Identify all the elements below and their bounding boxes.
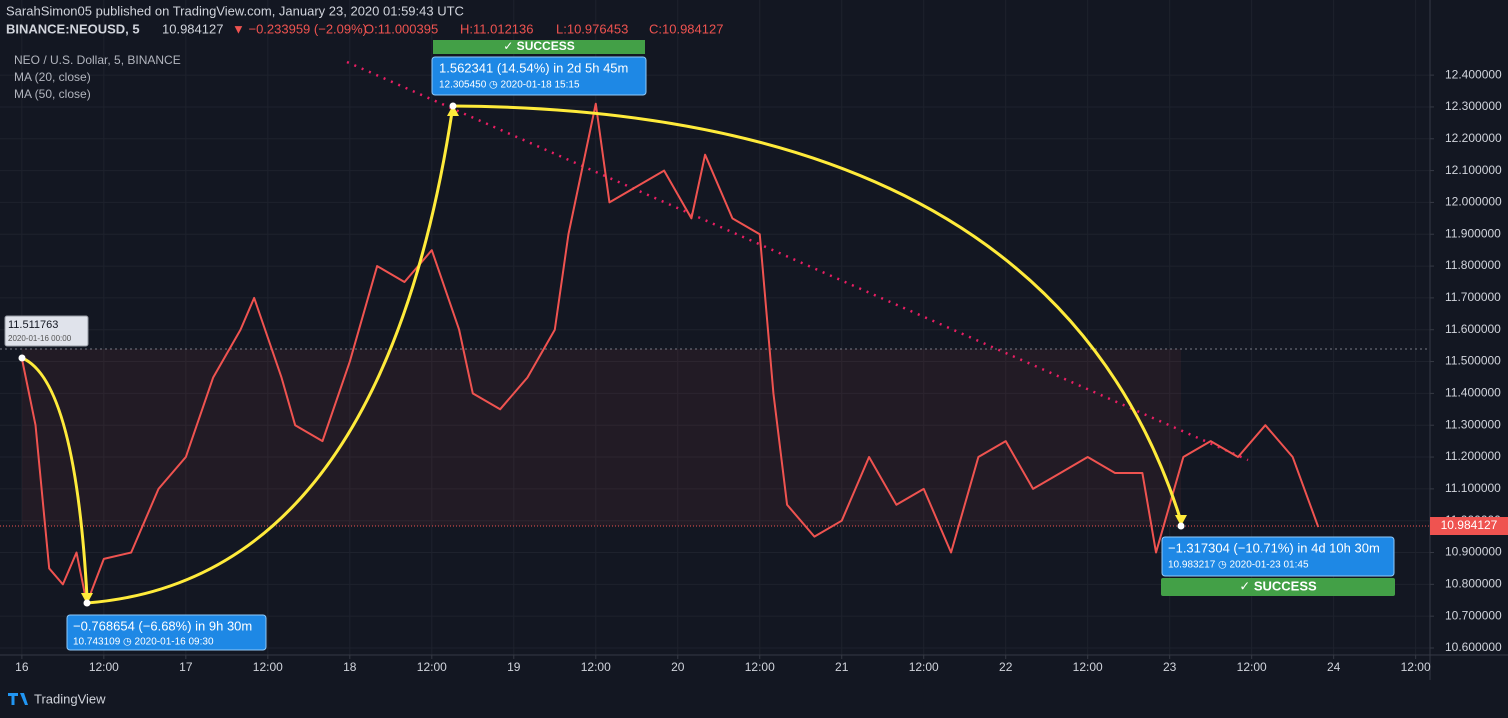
- y-tick-label: 10.900000: [1445, 545, 1502, 559]
- arrowhead: [1175, 515, 1187, 526]
- arc: [452, 104, 1182, 519]
- y-tick-label: 12.100000: [1445, 163, 1502, 177]
- x-tick-label: 12:00: [581, 660, 611, 674]
- y-tick-label: 10.700000: [1445, 608, 1502, 622]
- open: O:11.000395: [364, 21, 438, 36]
- y-tick-label: 11.200000: [1445, 449, 1501, 463]
- arrowhead: [81, 593, 93, 604]
- y-tick-label: 11.800000: [1445, 258, 1501, 272]
- x-tick-label: 12:00: [89, 660, 119, 674]
- x-tick-label: 12:00: [1237, 660, 1267, 674]
- brand: TradingView: [34, 691, 106, 706]
- change: ▼ −0.233959 (−2.09%): [232, 21, 367, 36]
- measure-box: [431, 56, 647, 96]
- price-line: [20, 102, 1320, 605]
- x-tick-label: 20: [671, 660, 685, 674]
- success-label: ✓ SUCCESS: [1239, 578, 1317, 593]
- brand-logo: [8, 693, 28, 705]
- range-shade: [22, 349, 1181, 526]
- high: H:11.012136: [460, 21, 534, 36]
- point: [1177, 522, 1185, 530]
- y-tick-label: 11.900000: [1445, 226, 1501, 240]
- y-tick-label: 11.500000: [1445, 354, 1501, 368]
- header: SarahSimon05 published on TradingView.co…: [6, 3, 464, 18]
- x-tick-label: 17: [179, 660, 193, 674]
- y-tick-label: 11.600000: [1445, 322, 1501, 336]
- arcs: [21, 104, 1182, 605]
- measure-sub: 10.983217 ◷ 2020-01-23 01:45: [1168, 560, 1309, 571]
- y-tick-label: 10.800000: [1445, 577, 1502, 591]
- x-tick-label: 12:00: [253, 660, 283, 674]
- x-tick-label: 19: [507, 660, 521, 674]
- x-tick-label: 12:00: [417, 660, 447, 674]
- y-tick-label: 11.300000: [1445, 417, 1501, 431]
- point: [449, 102, 457, 110]
- arc: [86, 111, 454, 605]
- measure-title: −1.317304 (−10.71%) in 4d 10h 30m: [1168, 540, 1380, 555]
- arc: [21, 356, 89, 598]
- success-box: [1161, 578, 1395, 596]
- x-tick-label: 18: [343, 660, 357, 674]
- measure-sub: 10.743109 ◷ 2020-01-16 09:30: [73, 637, 214, 648]
- y-axis: [1430, 0, 1508, 680]
- symbol: BINANCE:NEOUSD, 5: [6, 21, 140, 36]
- x-tick-label: 21: [835, 660, 849, 674]
- x-tick-label: 12:00: [909, 660, 939, 674]
- legend-item: NEO / U.S. Dollar, 5, BINANCE: [14, 53, 181, 67]
- success-label: ✓ SUCCESS: [503, 39, 574, 53]
- y-tick-label: 11.400000: [1445, 386, 1501, 400]
- x-tick-label: 23: [1163, 660, 1177, 674]
- axes: 10.60000010.70000010.80000010.90000011.0…: [15, 67, 1502, 674]
- footer: [0, 681, 1508, 718]
- series: [20, 102, 1320, 605]
- y-tick-label: 11.100000: [1445, 481, 1501, 495]
- start-price: 11.511763: [8, 319, 58, 331]
- point: [18, 354, 26, 362]
- measure-title: −0.768654 (−6.68%) in 9h 30m: [73, 618, 252, 633]
- x-tick-label: 22: [999, 660, 1013, 674]
- y-tick-label: 10.600000: [1445, 640, 1502, 654]
- success-box: [433, 40, 645, 54]
- x-tick-label: 12:00: [1073, 660, 1103, 674]
- current-price-label: 10.984127: [1441, 518, 1498, 532]
- arrowhead: [447, 105, 459, 116]
- y-tick-label: 12.200000: [1445, 131, 1502, 145]
- start-price-tag: [4, 315, 89, 347]
- x-tick-label: 12:00: [745, 660, 775, 674]
- legend-item: MA (50, close): [14, 87, 91, 101]
- measure-title: 1.562341 (14.54%) in 2d 5h 45m: [439, 60, 628, 75]
- x-tick-label: 16: [15, 660, 29, 674]
- y-tick-label: 12.300000: [1445, 99, 1502, 113]
- close: C:10.984127: [649, 21, 723, 36]
- x-tick-label: 24: [1327, 660, 1341, 674]
- last: 10.984127: [162, 21, 223, 36]
- measure-box: [66, 614, 267, 651]
- x-tick-label: 12:00: [1401, 660, 1431, 674]
- measure-sub: 12.305450 ◷ 2020-01-18 15:15: [439, 80, 580, 91]
- point: [83, 599, 91, 607]
- measure-box: [1161, 536, 1395, 577]
- low: L:10.976453: [556, 21, 628, 36]
- y-tick-label: 12.000000: [1445, 195, 1502, 209]
- y-tick-label: 11.700000: [1445, 290, 1501, 304]
- current-price-tag: [1430, 517, 1508, 535]
- start-date: 2020-01-16 00:00: [8, 334, 72, 343]
- y-tick-label: 12.400000: [1445, 67, 1502, 81]
- legend-item: MA (20, close): [14, 70, 91, 84]
